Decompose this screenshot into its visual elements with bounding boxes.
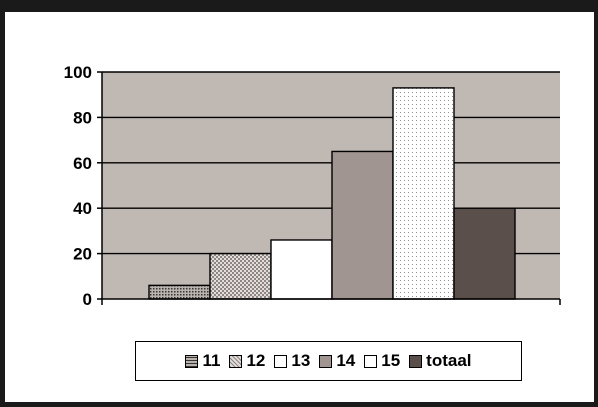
legend-label: totaal	[426, 351, 472, 370]
bars	[148, 87, 516, 300]
legend-item-14: 14	[319, 351, 355, 371]
legend-item-12: 12	[229, 351, 265, 371]
bar-13	[270, 239, 333, 300]
y-tick-label: 40	[73, 199, 92, 218]
bar-12	[209, 252, 272, 300]
bar-15	[392, 87, 455, 300]
axes	[97, 71, 561, 305]
bar-totaal	[453, 207, 516, 300]
legend-item-15: 15	[364, 351, 400, 371]
legend-label: 15	[381, 351, 401, 370]
legend-label: 12	[246, 351, 266, 370]
legend-item-13: 13	[274, 351, 310, 371]
legend: 11 12 13 14 15 totaal	[135, 341, 522, 381]
legend-swatch	[409, 354, 423, 368]
legend-label: 13	[291, 351, 311, 370]
legend-swatch	[229, 354, 243, 368]
legend-swatch	[274, 354, 288, 368]
gridlines	[102, 71, 560, 255]
legend-swatch	[319, 354, 333, 368]
y-tick-label: 0	[83, 290, 92, 309]
y-tick-labels: 0 20 40 60 80 100	[64, 63, 92, 309]
bar-14	[331, 150, 394, 300]
legend-label: 14	[336, 351, 356, 370]
legend-label: 11	[202, 351, 221, 370]
y-tick-label: 80	[73, 108, 92, 127]
legend-item-totaal: totaal	[409, 351, 472, 371]
legend-swatch	[364, 354, 378, 368]
bar-11	[148, 284, 211, 300]
legend-item-11: 11	[185, 351, 220, 371]
y-tick-label: 100	[64, 63, 92, 82]
y-tick-label: 60	[73, 154, 92, 173]
legend-swatch	[185, 354, 199, 368]
y-tick-label: 20	[73, 245, 92, 264]
